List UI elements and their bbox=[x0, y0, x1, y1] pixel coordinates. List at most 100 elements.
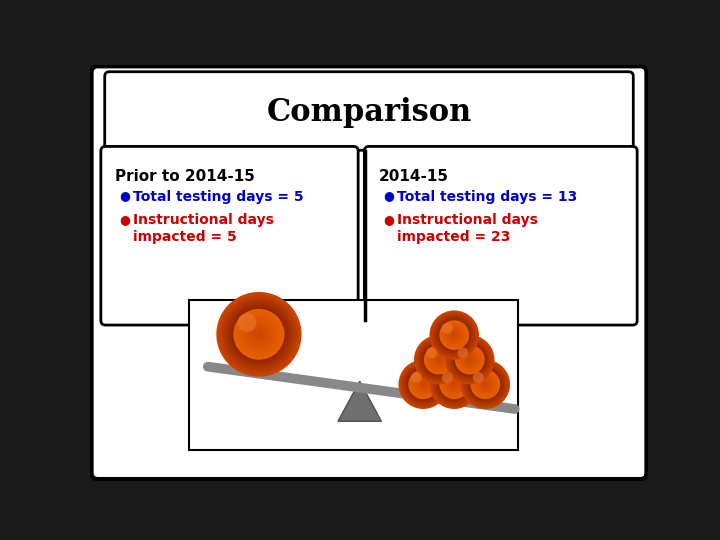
Circle shape bbox=[246, 322, 271, 347]
Circle shape bbox=[455, 345, 485, 375]
Circle shape bbox=[448, 329, 461, 341]
Circle shape bbox=[438, 359, 440, 361]
Circle shape bbox=[398, 360, 448, 409]
Circle shape bbox=[426, 347, 451, 372]
Circle shape bbox=[453, 334, 456, 336]
Circle shape bbox=[431, 312, 478, 359]
Circle shape bbox=[436, 357, 441, 362]
Circle shape bbox=[457, 347, 468, 358]
Circle shape bbox=[457, 347, 482, 372]
Circle shape bbox=[446, 376, 463, 393]
Circle shape bbox=[434, 315, 474, 355]
Circle shape bbox=[405, 366, 442, 403]
Circle shape bbox=[251, 326, 267, 343]
Circle shape bbox=[425, 346, 452, 373]
Circle shape bbox=[474, 373, 496, 395]
Circle shape bbox=[420, 341, 457, 378]
Circle shape bbox=[451, 341, 488, 378]
Circle shape bbox=[227, 302, 291, 366]
FancyBboxPatch shape bbox=[101, 146, 358, 325]
Circle shape bbox=[420, 381, 427, 388]
Circle shape bbox=[411, 372, 436, 397]
Circle shape bbox=[253, 328, 266, 341]
Text: ●: ● bbox=[383, 190, 394, 202]
Circle shape bbox=[451, 381, 458, 388]
Circle shape bbox=[459, 349, 481, 371]
Circle shape bbox=[444, 375, 464, 394]
Circle shape bbox=[483, 382, 487, 387]
Text: 2014-15: 2014-15 bbox=[378, 168, 449, 184]
Circle shape bbox=[475, 375, 495, 394]
Circle shape bbox=[469, 359, 471, 361]
Circle shape bbox=[469, 368, 501, 400]
Circle shape bbox=[429, 360, 479, 409]
Text: ●: ● bbox=[383, 213, 394, 226]
Circle shape bbox=[435, 356, 443, 363]
Circle shape bbox=[225, 300, 293, 368]
Circle shape bbox=[426, 347, 437, 358]
Circle shape bbox=[431, 352, 446, 367]
Text: Prior to 2014-15: Prior to 2014-15 bbox=[114, 168, 255, 184]
Circle shape bbox=[433, 354, 445, 366]
Circle shape bbox=[466, 356, 474, 363]
Circle shape bbox=[220, 296, 297, 373]
Circle shape bbox=[417, 378, 429, 390]
Circle shape bbox=[450, 340, 490, 380]
Text: Instructional days: Instructional days bbox=[133, 213, 274, 227]
Circle shape bbox=[454, 343, 486, 376]
Circle shape bbox=[467, 366, 504, 403]
Circle shape bbox=[415, 376, 432, 393]
Circle shape bbox=[446, 327, 463, 343]
Circle shape bbox=[419, 340, 459, 380]
Circle shape bbox=[452, 342, 487, 377]
Circle shape bbox=[244, 320, 274, 349]
Circle shape bbox=[401, 362, 446, 407]
Circle shape bbox=[432, 362, 477, 407]
Circle shape bbox=[408, 369, 438, 399]
Circle shape bbox=[429, 350, 449, 369]
Text: impacted = 5: impacted = 5 bbox=[133, 231, 237, 244]
Circle shape bbox=[470, 369, 500, 399]
Circle shape bbox=[235, 311, 282, 357]
FancyBboxPatch shape bbox=[91, 66, 647, 479]
Circle shape bbox=[411, 372, 422, 383]
Circle shape bbox=[451, 333, 456, 338]
Text: ●: ● bbox=[120, 190, 130, 202]
Circle shape bbox=[451, 382, 456, 387]
Circle shape bbox=[229, 305, 289, 364]
Circle shape bbox=[441, 321, 468, 349]
Polygon shape bbox=[338, 381, 382, 421]
Text: Total testing days = 13: Total testing days = 13 bbox=[397, 190, 577, 204]
FancyBboxPatch shape bbox=[364, 146, 637, 325]
Circle shape bbox=[477, 376, 494, 393]
Circle shape bbox=[248, 323, 269, 345]
Circle shape bbox=[449, 380, 459, 389]
Circle shape bbox=[472, 371, 499, 398]
Circle shape bbox=[414, 335, 464, 384]
Circle shape bbox=[436, 316, 473, 354]
Circle shape bbox=[431, 361, 478, 408]
Circle shape bbox=[434, 364, 474, 404]
Circle shape bbox=[446, 336, 493, 383]
FancyBboxPatch shape bbox=[189, 300, 518, 450]
Circle shape bbox=[410, 371, 437, 398]
Circle shape bbox=[467, 357, 472, 362]
Circle shape bbox=[449, 339, 491, 381]
Circle shape bbox=[451, 332, 458, 339]
Circle shape bbox=[445, 335, 495, 384]
Circle shape bbox=[416, 377, 431, 392]
Circle shape bbox=[482, 381, 489, 388]
Circle shape bbox=[240, 315, 278, 353]
Circle shape bbox=[432, 313, 477, 357]
Circle shape bbox=[238, 313, 256, 332]
Circle shape bbox=[406, 367, 441, 402]
Circle shape bbox=[403, 364, 443, 404]
Circle shape bbox=[423, 343, 455, 376]
Circle shape bbox=[421, 342, 456, 377]
Circle shape bbox=[231, 307, 287, 362]
Circle shape bbox=[442, 323, 467, 347]
Circle shape bbox=[480, 380, 490, 389]
Circle shape bbox=[478, 377, 492, 392]
Circle shape bbox=[216, 292, 302, 377]
Circle shape bbox=[402, 363, 444, 406]
